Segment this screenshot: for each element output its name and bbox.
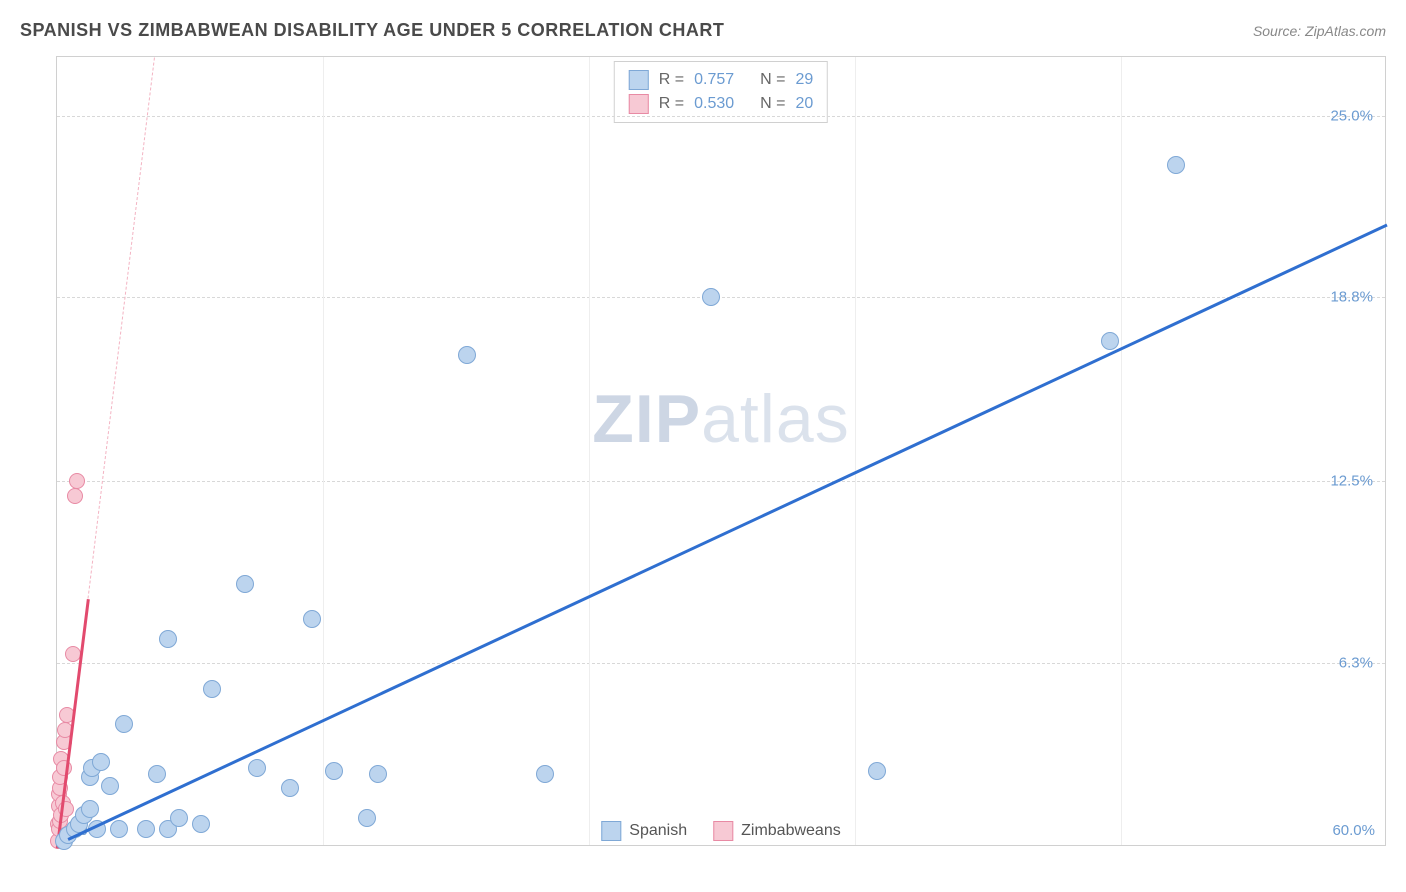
data-point: [69, 473, 85, 489]
trend-line-dashed: [88, 57, 155, 598]
watermark-rest: atlas: [701, 381, 850, 457]
r-value: 0.757: [694, 71, 750, 89]
data-point: [170, 809, 188, 827]
data-point: [81, 800, 99, 818]
data-point: [358, 809, 376, 827]
legend-series: Spanish Zimbabweans: [601, 821, 840, 841]
r-label: R =: [659, 71, 684, 89]
n-label: N =: [760, 95, 785, 113]
watermark: ZIPatlas: [592, 380, 849, 458]
data-point: [56, 760, 72, 776]
data-point: [92, 753, 110, 771]
data-point: [137, 820, 155, 838]
legend-series-label: Spanish: [629, 822, 687, 840]
data-point: [192, 815, 210, 833]
data-point: [159, 630, 177, 648]
data-point: [148, 765, 166, 783]
legend-stats-row: R = 0.757 N = 29: [629, 68, 813, 92]
source-name: ZipAtlas.com: [1305, 23, 1386, 39]
gridline-v: [323, 57, 324, 845]
legend-swatch: [601, 821, 621, 841]
watermark-bold: ZIP: [592, 381, 701, 457]
gridline-v: [589, 57, 590, 845]
chart-source: Source: ZipAtlas.com: [1253, 23, 1386, 39]
gridline-h: [57, 481, 1385, 482]
y-tick-label: 18.8%: [1330, 288, 1373, 305]
n-value: 20: [795, 95, 813, 113]
data-point: [1101, 332, 1119, 350]
legend-stats-row: R = 0.530 N = 20: [629, 92, 813, 116]
data-point: [868, 762, 886, 780]
data-point: [325, 762, 343, 780]
legend-stats: R = 0.757 N = 29 R = 0.530 N = 20: [614, 61, 828, 123]
chart-header: SPANISH VS ZIMBABWEAN DISABILITY AGE UND…: [20, 20, 1386, 41]
y-tick-label: 25.0%: [1330, 107, 1373, 124]
n-value: 29: [795, 71, 813, 89]
legend-swatch: [713, 821, 733, 841]
legend-series-label: Zimbabweans: [741, 822, 841, 840]
gridline-h: [57, 663, 1385, 664]
data-point: [248, 759, 266, 777]
legend-swatch: [629, 94, 649, 114]
data-point: [369, 765, 387, 783]
gridline-v: [855, 57, 856, 845]
r-label: R =: [659, 95, 684, 113]
data-point: [101, 777, 119, 795]
n-label: N =: [760, 71, 785, 89]
data-point: [303, 610, 321, 628]
data-point: [458, 346, 476, 364]
data-point: [236, 575, 254, 593]
source-prefix: Source:: [1253, 23, 1305, 39]
legend-swatch: [629, 70, 649, 90]
data-point: [1167, 156, 1185, 174]
chart-title: SPANISH VS ZIMBABWEAN DISABILITY AGE UND…: [20, 20, 724, 41]
x-axis-max-label: 60.0%: [1332, 822, 1375, 839]
gridline-h: [57, 116, 1385, 117]
legend-series-item: Zimbabweans: [713, 821, 841, 841]
scatter-plot: ZIPatlas R =0.757N =29R =0.530N =20 0.0%…: [56, 56, 1386, 846]
y-tick-label: 6.3%: [1339, 654, 1373, 671]
legend-series-item: Spanish: [601, 821, 687, 841]
y-tick-label: 12.5%: [1330, 473, 1373, 490]
data-point: [702, 288, 720, 306]
data-point: [203, 680, 221, 698]
data-point: [67, 488, 83, 504]
data-point: [536, 765, 554, 783]
data-point: [115, 715, 133, 733]
data-point: [281, 779, 299, 797]
trend-line: [68, 224, 1388, 841]
data-point: [65, 646, 81, 662]
data-point: [110, 820, 128, 838]
gridline-v: [1121, 57, 1122, 845]
r-value: 0.530: [694, 95, 750, 113]
gridline-h: [57, 297, 1385, 298]
